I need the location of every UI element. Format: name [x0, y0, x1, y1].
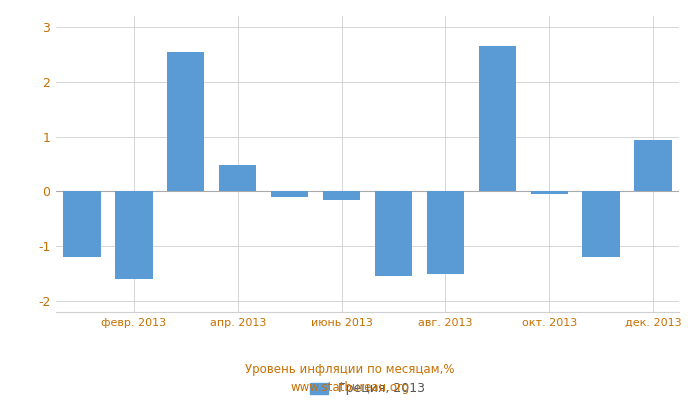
Bar: [271, 192, 308, 197]
Text: Уровень инфляции по месяцам,%: Уровень инфляции по месяцам,%: [245, 364, 455, 376]
Legend: Греция, 2013: Греция, 2013: [304, 378, 430, 400]
Bar: [634, 140, 672, 192]
Bar: [582, 192, 620, 257]
Bar: [323, 192, 360, 200]
Bar: [531, 192, 568, 194]
Bar: [116, 192, 153, 279]
Bar: [63, 192, 101, 257]
Bar: [374, 192, 412, 276]
Text: www.statbureau.org: www.statbureau.org: [290, 382, 410, 394]
Bar: [219, 165, 256, 192]
Bar: [427, 192, 464, 274]
Bar: [479, 46, 516, 192]
Bar: [167, 52, 204, 192]
